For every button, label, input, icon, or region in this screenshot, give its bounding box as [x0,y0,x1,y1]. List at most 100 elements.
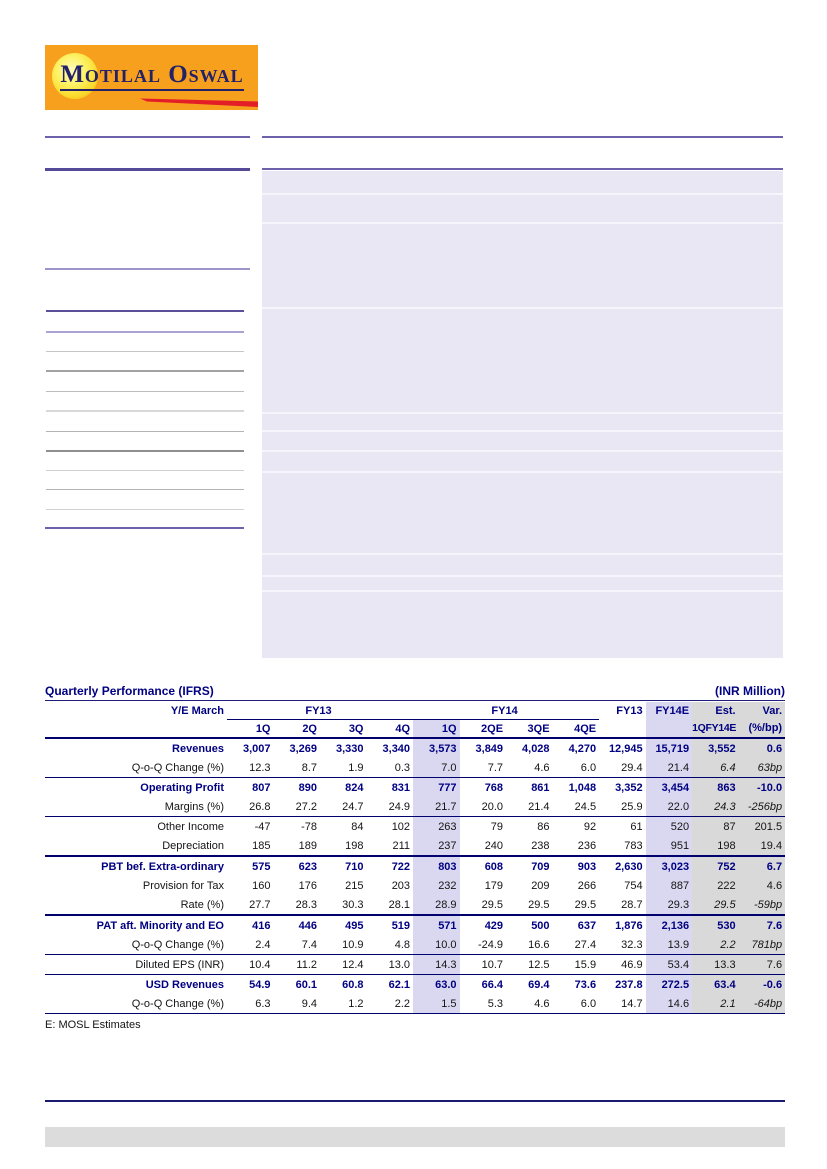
value-cell: 84 [351,820,364,833]
left-rule [46,351,244,352]
value-cell: 238 [506,836,553,857]
value-cell: 24.7 [320,797,367,817]
value-cell: 46.9 [599,954,646,975]
table-body: Y/E March FY13 FY14 FY13 FY14E Est. Var. 1Q 2Q 3Q… [45,702,786,1014]
value-cell: 13.9 [645,935,693,955]
value-cell: 29.4 [599,758,646,778]
value-cell: 14.6 [645,994,693,1014]
value-cell: 87 [692,816,739,836]
left-rule [46,470,244,471]
value-cell: 63.4 [692,974,739,994]
table-title-bar: Quarterly Performance (IFRS) (INR Millio… [45,684,785,701]
value-cell: 102 [391,820,411,833]
value-cell: 6.3 [227,994,274,1014]
value-cell: 26.8 [227,797,274,817]
value-cell: 4,270 [568,742,597,755]
value-cell: 27.4 [552,935,600,955]
value-cell: 176 [298,879,317,892]
subheader-blank-cell [45,719,227,739]
value-cell: 7.6 [738,954,786,975]
left-rule [46,509,244,510]
value-cell: 21.4 [645,758,693,778]
value-cell: 0.3 [366,758,414,778]
value-cell: 2.2 [692,935,739,955]
value-cell: 53.4 [645,954,693,975]
value-cell: 28.9 [413,895,460,916]
value-cell: 1.5 [413,994,460,1014]
value-cell: 519 [391,919,411,932]
value-cell: 7.0 [413,758,460,778]
value-cell: 3,454 [645,777,693,797]
value-cell: 7.6 [738,915,786,935]
value-cell: 222 [692,876,739,895]
value-cell: 571 [413,915,460,935]
value-cell: 19.4 [738,836,786,857]
table-row: USD Revenues 54.9 60.1 60.8 62.1 63.0 66.4 69.4… [45,974,786,994]
ye-march-label: Y/E March [170,704,224,717]
content-stripe [262,193,783,195]
value-cell: 28.1 [366,895,414,916]
value-cell: 179 [484,879,504,892]
table-row: Q-o-Q Change (%) 6.3 9.4 1.2 2.2 1.5 5.3 4.6 6.0… [45,994,786,1014]
value-cell: -78 [301,820,317,833]
value-cell: 15,719 [645,738,693,758]
value-cell: 215 [345,879,364,892]
group-header-cell: FY14 [413,702,600,720]
value-cell: 27.7 [227,895,274,916]
value-cell: -64bp [738,994,786,1014]
value-cell: 637 [577,919,597,932]
value-cell: 28.3 [273,895,320,916]
row-label: Diluted EPS (INR) [45,954,227,975]
value-cell: 4.8 [366,935,414,955]
value-cell: 29.5 [506,895,553,916]
value-cell: 754 [624,879,643,892]
value-cell: 201.5 [738,816,786,836]
value-cell: 530 [692,915,739,935]
left-rule [45,527,244,529]
value-cell: -59bp [738,895,786,916]
value-cell: 236 [552,836,600,857]
value-cell: 768 [484,781,504,794]
value-cell: 7.7 [459,758,507,778]
table-row: Provision for Tax 160 176 215 203 232 179 209 26… [45,876,786,895]
table-subheader-row: 1Q 2Q 3Q 4Q 1Q 2QE 3QE 4QE 1QFY14E (%/bp) [45,719,786,739]
value-cell: 446 [298,919,317,932]
logo-sun-icon [52,53,98,99]
value-cell: 12,945 [608,742,643,755]
value-cell: 63bp [738,758,786,778]
value-cell: 16.6 [506,935,553,955]
column-header-cell [599,719,646,739]
value-cell: 10.0 [413,935,460,955]
value-cell: 14.3 [413,954,460,975]
value-cell: 6.0 [552,758,600,778]
value-cell: 1.2 [320,994,367,1014]
value-cell: 29.5 [459,895,507,916]
value-cell: 29.5 [552,895,600,916]
content-stripe [262,412,783,414]
quarterly-performance-table: Y/E March FY13 FY14 FY13 FY14E Est. Var. 1Q 2Q 3Q… [45,702,786,1014]
column-header-cell: 3QE [506,719,553,739]
value-cell: 752 [692,856,739,876]
table-row: Operating Profit 807 890 824 831 777 768 861 1,0… [45,777,786,797]
table-row: Q-o-Q Change (%) 2.4 7.4 10.9 4.8 10.0 -24.9 16… [45,935,786,955]
value-cell: 951 [645,836,693,857]
value-cell: 3,340 [382,742,411,755]
value-cell: 861 [531,781,550,794]
table-row: Margins (%) 26.8 27.2 24.7 24.9 21.7 20.0 21.4 2… [45,797,786,817]
value-cell: 781bp [738,935,786,955]
value-cell: 203 [391,879,411,892]
value-cell: 1.9 [320,758,367,778]
value-cell: 266 [577,879,597,892]
value-cell: 807 [252,781,271,794]
value-cell: 13.3 [692,954,739,975]
value-cell: 3,573 [413,738,460,758]
content-stripe [262,450,783,452]
value-cell: 3,330 [335,742,364,755]
value-cell: 15.9 [552,954,600,975]
content-stripe [262,307,783,309]
value-cell: -24.9 [459,935,507,955]
header-rule-left-bottom [45,168,250,171]
value-cell: 3,269 [289,742,317,755]
row-label: PAT aft. Minority and EO [96,919,224,932]
value-cell: 240 [459,836,507,857]
